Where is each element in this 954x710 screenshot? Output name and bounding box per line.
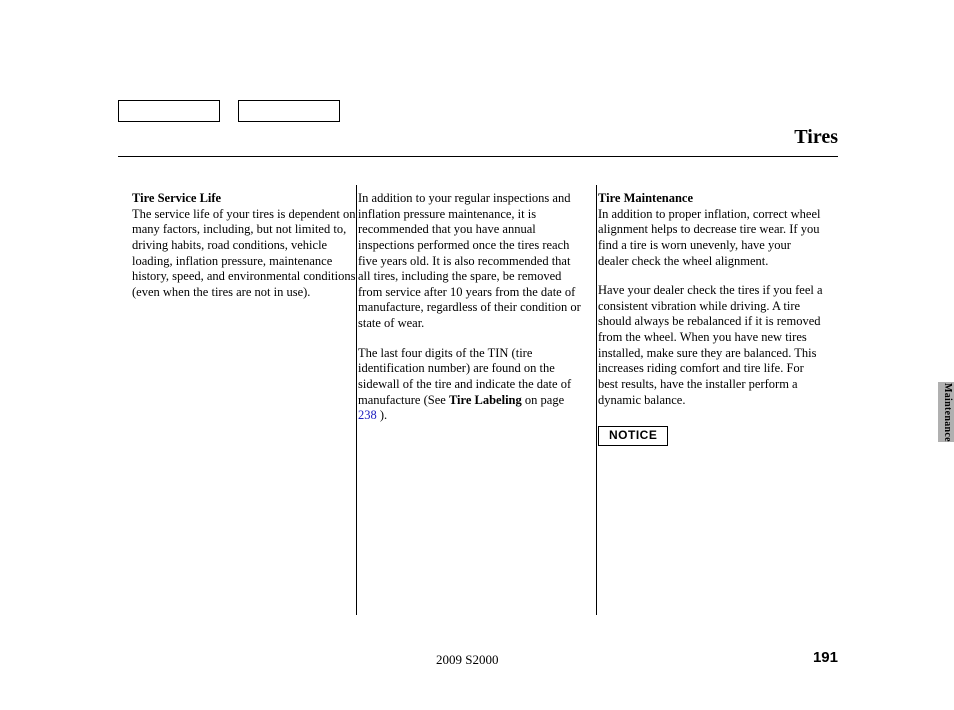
col3-para-1: Tire Maintenance In addition to proper i…	[598, 191, 824, 269]
section-tab-label: Maintenance	[942, 383, 953, 442]
column-divider-2	[596, 185, 597, 615]
notice-label: NOTICE	[609, 428, 657, 442]
col1-heading: Tire Service Life	[132, 191, 221, 205]
col3-text-1: In addition to proper inflation, correct…	[598, 207, 821, 268]
footer-model-year: 2009 S2000	[436, 652, 498, 668]
page-title: Tires	[794, 126, 838, 149]
nav-box-2[interactable]	[238, 100, 340, 122]
col1-para-1: Tire Service Life The service life of yo…	[132, 191, 358, 300]
column-3: Tire Maintenance In addition to proper i…	[598, 191, 838, 446]
col3-para-2: Have your dealer check the tires if you …	[598, 283, 824, 408]
top-nav-boxes	[118, 100, 838, 122]
col1-text-1: The service life of your tires is depend…	[132, 207, 356, 299]
page-number: 191	[813, 649, 838, 666]
column-2: In addition to your regular inspections …	[358, 191, 598, 446]
columns-container: Tire Service Life The service life of yo…	[118, 191, 838, 446]
column-1: Tire Service Life The service life of yo…	[118, 191, 358, 446]
col2-para-2: The last four digits of the TIN (tire id…	[358, 346, 584, 424]
page-reference-link[interactable]: 238	[358, 408, 377, 422]
col2-text-2b: on page	[522, 393, 564, 407]
col2-text-2c: ).	[377, 408, 387, 422]
col3-heading: Tire Maintenance	[598, 191, 693, 205]
header-rule	[118, 156, 838, 157]
col2-para-1: In addition to your regular inspections …	[358, 191, 584, 332]
page-content: Tires Tire Service Life The service life…	[118, 100, 838, 446]
col2-bold-ref: Tire Labeling	[449, 393, 522, 407]
column-divider-1	[356, 185, 357, 615]
nav-box-1[interactable]	[118, 100, 220, 122]
notice-box: NOTICE	[598, 426, 668, 446]
